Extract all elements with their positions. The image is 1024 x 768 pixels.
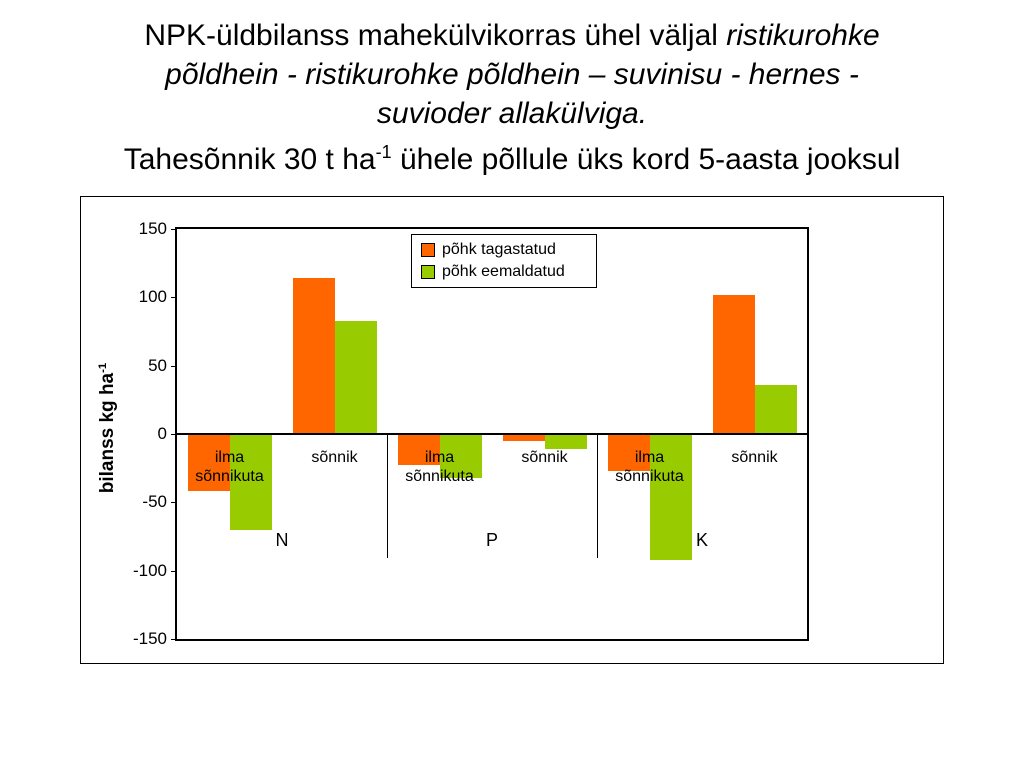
legend-label: põhk tagastatud bbox=[442, 241, 556, 258]
y-tick-label: 50 bbox=[148, 355, 167, 375]
bar-removed bbox=[439, 434, 482, 478]
legend-swatch-orange-icon bbox=[421, 243, 435, 257]
y-tick-label: -100 bbox=[132, 560, 167, 580]
y-tick-label: 100 bbox=[138, 287, 167, 307]
title-text: ühele põllule üks kord 5-aasta jooksul bbox=[391, 143, 901, 176]
y-tick-mark bbox=[171, 639, 178, 640]
bar-returned bbox=[187, 434, 230, 492]
bar-removed bbox=[754, 384, 797, 434]
legend-swatch-green-icon bbox=[421, 265, 435, 279]
category-label: ilma sõnnikuta bbox=[615, 449, 684, 485]
legend-item-returned: põhk tagastatud bbox=[421, 241, 587, 259]
legend-item-removed: põhk eemaldatud bbox=[421, 263, 587, 281]
category-label: sõnnik bbox=[311, 449, 358, 466]
legend: põhk tagastatud põhk eemaldatud bbox=[411, 234, 597, 288]
group-label: N bbox=[275, 530, 289, 550]
title-line-2: põldhein - ristikurohke põldhein – suvin… bbox=[165, 58, 859, 91]
title-text: NPK-üldbilanss mahekülvikorras ühel välj… bbox=[144, 19, 727, 52]
y-tick-label: -50 bbox=[142, 492, 167, 512]
y-tick-label: -150 bbox=[132, 629, 167, 648]
y-tick-mark bbox=[171, 297, 178, 299]
bar-removed bbox=[649, 434, 692, 560]
bar-removed bbox=[334, 320, 377, 434]
title-line-3: suvioder allakülviga. bbox=[376, 97, 648, 130]
category-label: ilma sõnnikuta bbox=[405, 449, 474, 485]
title-text: Tahesõnnik 30 t ha bbox=[123, 143, 376, 176]
title-superscript: -1 bbox=[375, 142, 392, 162]
title-text-italic: ristikurohke bbox=[726, 19, 880, 52]
bar-returned bbox=[292, 278, 335, 434]
chart-frame: bilanss kg ha-1 150 100 50 0 -50 -100 -150 ilm… bbox=[80, 196, 944, 664]
y-tick-mark bbox=[171, 434, 178, 435]
y-tick-label: 150 bbox=[138, 219, 167, 238]
bar-removed bbox=[544, 434, 587, 450]
legend-label: põhk eemaldatud bbox=[442, 263, 565, 280]
slide-title: NPK-üldbilanss mahekülvikorras ühel välj… bbox=[20, 16, 1004, 179]
title-line-1: NPK-üldbilanss mahekülvikorras ühel välj… bbox=[20, 16, 1004, 55]
plot-area: ilma sõnnikuta sõnnik ilma sõnnikuta sõnnik… bbox=[175, 227, 809, 641]
bar-returned bbox=[607, 434, 650, 471]
category-label: sõnnik bbox=[731, 449, 778, 466]
category-axis-line bbox=[177, 433, 807, 435]
category-label: sõnnik bbox=[521, 449, 568, 466]
group-label: K bbox=[695, 530, 708, 550]
bar-returned bbox=[397, 434, 440, 466]
bar-returned bbox=[502, 434, 545, 441]
group-label: P bbox=[485, 530, 498, 550]
bar-returned bbox=[712, 294, 755, 434]
y-tick-mark bbox=[171, 502, 178, 504]
y-tick-mark bbox=[171, 229, 178, 230]
group-separator-line bbox=[597, 434, 598, 558]
category-label: ilma sõnnikuta bbox=[195, 449, 264, 485]
bar-removed bbox=[229, 434, 272, 530]
y-tick-label: 0 bbox=[157, 424, 167, 443]
y-tick-mark bbox=[171, 570, 178, 572]
title-line-4: Tahesõnnik 30 t ha-1 ühele põllule üks k… bbox=[20, 133, 1004, 179]
y-tick-mark bbox=[171, 365, 178, 367]
group-separator-line bbox=[387, 434, 388, 558]
